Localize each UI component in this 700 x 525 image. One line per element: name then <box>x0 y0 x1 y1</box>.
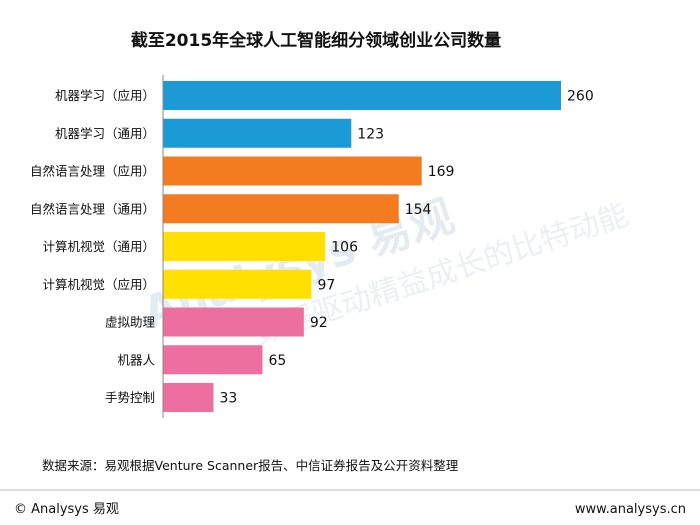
value-label: 65 <box>269 353 287 369</box>
bar-5 <box>163 269 312 299</box>
value-label: 154 <box>405 202 432 218</box>
bar-0 <box>163 81 561 110</box>
chart-title: 截至2015年全球人工智能细分领域创业公司数量 <box>131 30 501 51</box>
category-label: 计算机视觉（应用） <box>42 277 155 292</box>
category-label: 机器学习（通用） <box>55 126 155 141</box>
value-label: 260 <box>567 89 594 105</box>
category-label: 计算机视觉（通用） <box>42 239 155 254</box>
footer-website: www.analysys.cn <box>575 502 686 517</box>
bar-2 <box>163 156 422 186</box>
value-label: 123 <box>357 126 384 142</box>
category-label: 机器学习（应用） <box>55 88 155 103</box>
bar-7 <box>163 345 263 375</box>
category-label: 机器人 <box>117 352 155 367</box>
category-label: 手势控制 <box>105 390 155 405</box>
value-label: 106 <box>331 240 358 256</box>
bar-1 <box>163 118 352 148</box>
bar-group: 机器学习（应用） 260 机器学习（通用） 123 自然语言处理（应用） 169 自然语言处… <box>30 81 594 412</box>
bar-4 <box>163 232 326 261</box>
source-note: 数据来源：易观根据Venture Scanner报告、中信证券报告及公开资料整理 <box>42 458 459 473</box>
value-label: 97 <box>317 277 335 293</box>
value-label: 92 <box>310 315 328 331</box>
bar-3 <box>163 194 399 224</box>
category-label: 自然语言处理（通用） <box>30 201 155 216</box>
bar-8 <box>163 383 214 412</box>
value-label: 169 <box>428 164 455 180</box>
bar-6 <box>163 307 304 337</box>
footer-copyright: © Analysys 易观 <box>14 502 119 517</box>
category-label: 虚拟助理 <box>105 315 156 330</box>
category-label: 自然语言处理（应用） <box>30 164 155 179</box>
value-label: 33 <box>220 391 238 407</box>
